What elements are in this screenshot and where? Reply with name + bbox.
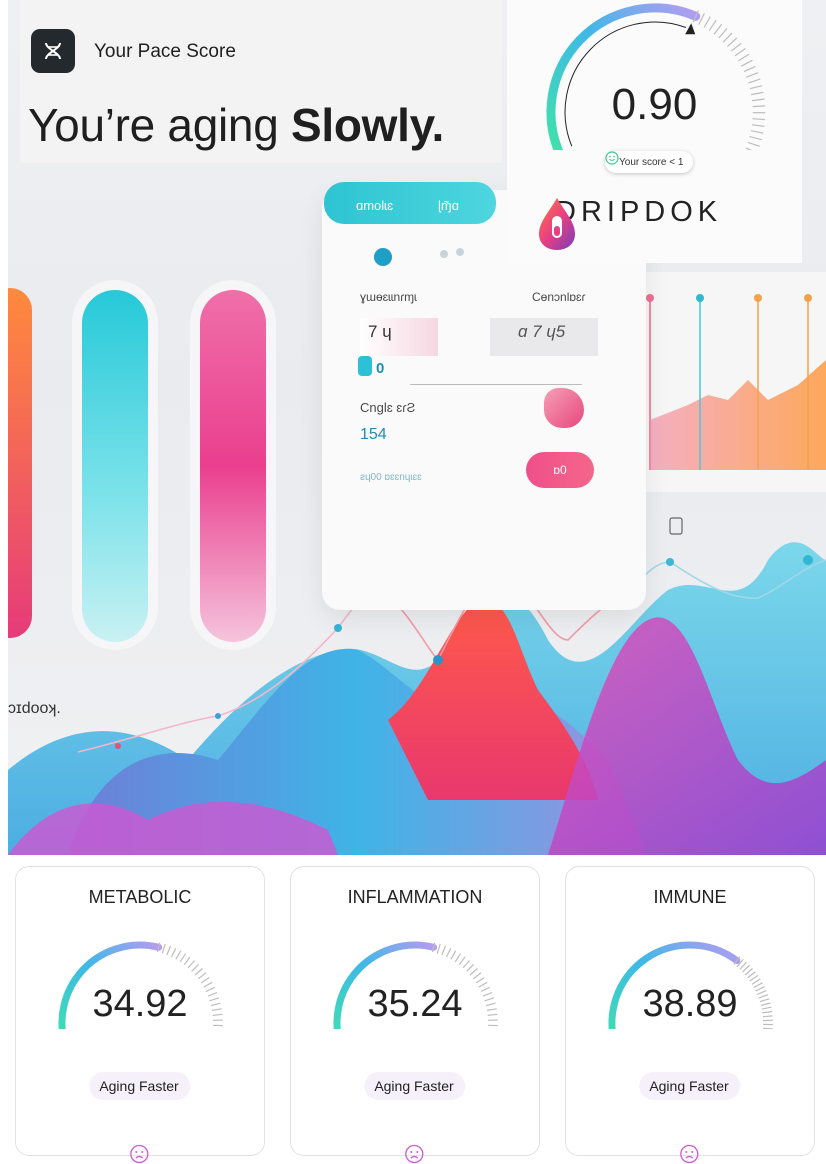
mock-blob-icon bbox=[544, 388, 584, 428]
mock-value-a: 7 ɥ bbox=[368, 322, 392, 342]
score-status-text: Your score < 1 bbox=[619, 157, 683, 168]
mock-tab-right: ɭɱ̃ɑ bbox=[438, 198, 459, 213]
gauge-pointer-icon bbox=[685, 23, 695, 34]
score-status-pill: Your score < 1 bbox=[605, 151, 693, 173]
metric-value: 35.24 bbox=[291, 983, 539, 1026]
metric-label: METABOLIC bbox=[16, 887, 264, 908]
mock-row1-right: Cɵnɔnlɒɛɾ bbox=[532, 290, 586, 304]
mock-footer-text: ƨɥ00 ɒɛɛnɥɩɛɛ bbox=[360, 472, 422, 483]
metric-status-pill: Aging Faster bbox=[364, 1072, 465, 1100]
metric-status-text: Aging Faster bbox=[99, 1078, 178, 1094]
main-gauge-card: 0.90 Your score < 1 DRIPDOK bbox=[507, 0, 802, 263]
metric-card-metabolic: METABOLIC 34.92 Aging Faster bbox=[15, 866, 265, 1156]
pace-score-title: Your Pace Score bbox=[94, 41, 236, 63]
mock-tab-group bbox=[324, 182, 496, 224]
mock-value-b: ɑ 7 ɥ5 bbox=[518, 322, 565, 342]
mock-side-text: ɔɪdooʞ. bbox=[8, 700, 61, 718]
mock-button: ɒ0 bbox=[526, 452, 594, 488]
metric-label: INFLAMMATION bbox=[291, 887, 539, 908]
divider bbox=[410, 384, 582, 385]
metric-status-pill: Aging Faster bbox=[89, 1072, 190, 1100]
main-score-value: 0.90 bbox=[507, 80, 802, 130]
mock-dot-icon bbox=[440, 250, 448, 258]
metric-label: IMMUNE bbox=[566, 887, 814, 908]
metric-card-immune: IMMUNE 38.89 Aging Faster bbox=[565, 866, 815, 1156]
mock-tab-left: ɑmolɩɛ bbox=[356, 198, 393, 213]
aging-headline: You’re aging Slowly. bbox=[28, 98, 444, 152]
mock-value-c: 0 bbox=[376, 360, 384, 377]
metric-status-pill: Aging Faster bbox=[639, 1072, 740, 1100]
aging-prefix: You’re aging bbox=[28, 99, 291, 151]
metric-status-text: Aging Faster bbox=[374, 1078, 453, 1094]
dna-icon bbox=[31, 29, 75, 73]
metric-value: 34.92 bbox=[16, 983, 264, 1026]
mock-logo-icon bbox=[374, 248, 392, 266]
mock-chip-icon bbox=[358, 356, 372, 376]
dripdok-logo-icon bbox=[535, 196, 579, 252]
brand-name: DRIPDOK bbox=[555, 196, 722, 229]
metric-card-inflammation: INFLAMMATION 35.24 Aging Faster bbox=[290, 866, 540, 1156]
aging-emphasis: Slowly. bbox=[291, 99, 444, 151]
mock-dot-icon bbox=[456, 248, 464, 256]
mock-row2-value: 154 bbox=[360, 426, 387, 444]
metric-value: 38.89 bbox=[566, 983, 814, 1026]
mock-row1-left: ɣɯɵɛɩɩnɾɱɩ bbox=[360, 290, 417, 304]
brand-lockup: DRIPDOK bbox=[535, 196, 722, 229]
pace-score-card: Your Pace Score You’re aging Slowly. bbox=[20, 0, 502, 163]
metric-status-text: Aging Faster bbox=[649, 1078, 728, 1094]
mock-row2-label: Cnɡlɛ ɛɾƧ bbox=[360, 400, 415, 415]
